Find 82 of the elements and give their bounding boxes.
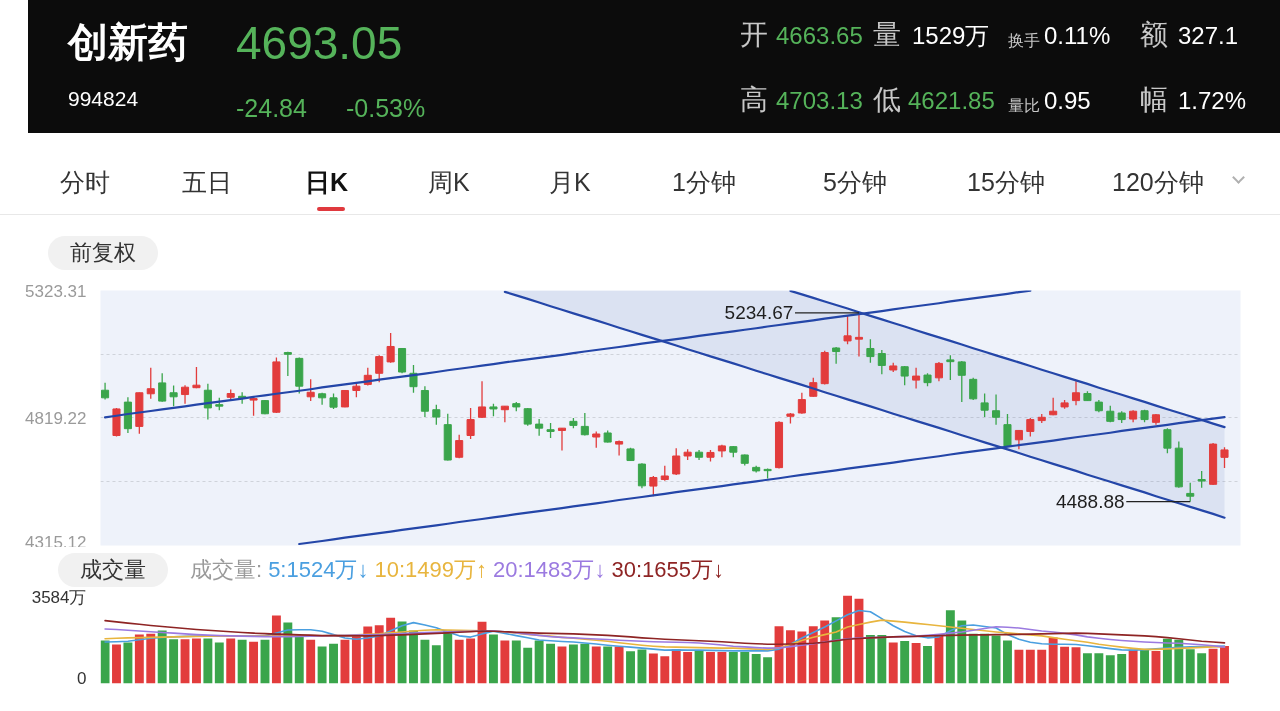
legend-title: 成交量: [190, 557, 263, 583]
annotation: 5234.67 [724, 302, 794, 324]
candlestick [1071, 380, 1081, 406]
candlestick [432, 404, 441, 426]
candlestick [980, 392, 989, 418]
candlestick [866, 338, 875, 364]
y-tick-label: 5323.31 [25, 281, 87, 301]
candlestick [854, 312, 864, 358]
candlestick [637, 462, 646, 490]
text: 5:1524万↓ [268, 557, 369, 583]
candlestick [283, 351, 292, 377]
text: 20:1483万↓ [492, 557, 606, 583]
text: 开 [740, 18, 768, 52]
text: 1529万 [912, 22, 990, 50]
candlestick [877, 349, 886, 375]
text: 低 [873, 83, 901, 117]
candlestick [1186, 482, 1195, 503]
y-tick-label: 4315.12 [25, 532, 87, 552]
text: 120分钟 [1112, 167, 1204, 197]
text: 15分钟 [967, 167, 1045, 197]
candlestick [386, 332, 395, 364]
annotation: 4488.88 [1055, 491, 1125, 513]
candlestick [1026, 417, 1035, 438]
candlestick [797, 392, 806, 415]
text: 4703.13 [776, 87, 863, 115]
text: 1分钟 [672, 167, 736, 197]
candlestick [1163, 427, 1172, 454]
candlestick [1014, 429, 1023, 450]
text: 10:1499万↑ [374, 557, 487, 583]
text: 994824 [68, 86, 139, 112]
candlestick [934, 361, 943, 382]
candlestick [969, 377, 978, 401]
candlestick [580, 412, 589, 437]
candlestick [672, 447, 681, 476]
text: -24.84 [236, 93, 307, 123]
candlestick [832, 346, 841, 365]
text: 周K [428, 167, 470, 197]
text: 量 [873, 18, 901, 52]
text: 五日 [182, 167, 232, 197]
text: 高 [740, 83, 768, 117]
candlestick [957, 360, 966, 403]
chart-title: 成交量 [58, 553, 168, 587]
candlestick [466, 407, 475, 440]
text: 4693.05 [236, 16, 403, 70]
y-tick-label: 4819.22 [25, 409, 87, 428]
candlestick [375, 354, 384, 383]
candlestick [420, 385, 429, 418]
text: 5分钟 [823, 167, 887, 197]
text: 量比 [1008, 96, 1040, 116]
text: 前复权 [48, 236, 158, 270]
candlestick [169, 384, 178, 407]
candlestick [180, 384, 190, 405]
y-tick-label: 0 [77, 668, 87, 688]
text: 4621.85 [908, 87, 995, 115]
text: -0.53% [346, 93, 426, 123]
text: 换手 [1008, 31, 1040, 51]
candlestick [1003, 413, 1012, 448]
text: 月K [549, 167, 591, 197]
text: 额 [1140, 18, 1168, 52]
text: 创新药 [68, 19, 188, 65]
text: 幅 [1140, 83, 1168, 117]
y-tick-label: 3584万 [31, 587, 87, 607]
candlestick [146, 367, 155, 400]
text: 327.1 [1178, 22, 1239, 50]
candlestick [843, 314, 852, 345]
candlestick [306, 378, 315, 402]
candlestick [1220, 446, 1229, 469]
text: 日K [305, 167, 349, 197]
text: 30:1655万↓ [611, 557, 725, 583]
candlestick [946, 354, 955, 381]
text: 0.11% [1044, 22, 1111, 50]
candlestick [158, 372, 167, 403]
text: 1.72% [1178, 87, 1247, 115]
text: 4663.65 [776, 22, 863, 50]
candlestick [477, 380, 487, 419]
text: 分时 [60, 167, 110, 197]
candlestick [615, 439, 624, 457]
text: 0.95 [1044, 87, 1091, 115]
candlestick [912, 367, 921, 390]
candlestick [318, 392, 327, 406]
candlestick [535, 418, 544, 437]
candlestick [992, 393, 1001, 426]
